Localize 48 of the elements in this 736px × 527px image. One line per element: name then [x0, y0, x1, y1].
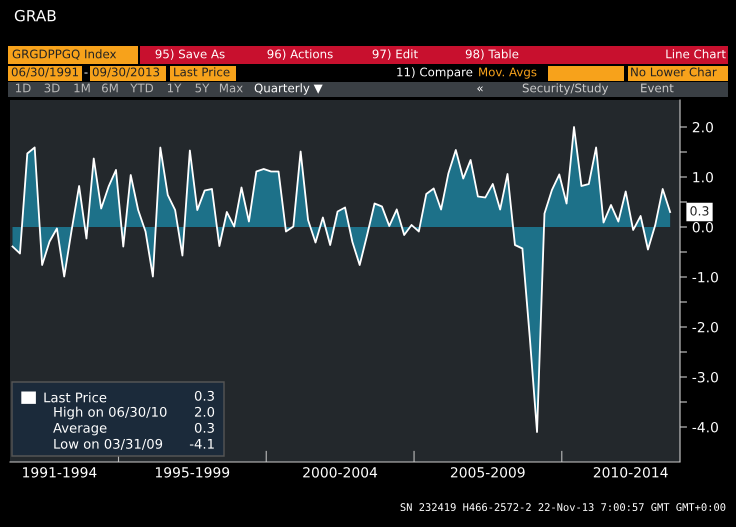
y-tick-label: -2.0 [692, 322, 718, 332]
text: YTD [130, 84, 154, 92]
x-tick-label: 1995-1999 [156, 467, 230, 478]
text: No Lower Char [631, 67, 717, 76]
text: 5Y [196, 84, 210, 92]
y-tick-label: 1.0 [693, 172, 713, 182]
text: 6M [102, 83, 118, 92]
text: SN 232419 H466-2572-2 22-Nov-13 7:00:57 GMT GMT+0:00 [400, 503, 726, 512]
text: 97) Edit [372, 49, 418, 60]
text: Mov. Avgs [479, 68, 536, 79]
text: Quarterly ▼ [254, 83, 323, 95]
text: 1D [16, 84, 31, 92]
text: 1Y [168, 84, 182, 92]
annotation: 0.3 [194, 422, 214, 433]
chart-title: GRAB [14, 10, 56, 22]
y-tick-label: -3.0 [692, 372, 718, 382]
text: 06/30/1991 [12, 67, 78, 78]
y-tick-label: -4.0 [692, 422, 718, 432]
x-tick-label: 2000-2004 [303, 467, 378, 478]
annotation: 2.0 [194, 406, 214, 417]
legend-label: Last Price [44, 392, 106, 402]
y-tick-label: 0.0 [692, 222, 713, 232]
text: Security/Study [522, 83, 608, 95]
data-label: 0.3 [690, 206, 708, 216]
text: 96) Actions [267, 49, 333, 60]
text: Event [641, 84, 674, 92]
x-tick-label: 2010-2014 [594, 467, 668, 478]
text: GRGDPPGQ Index [12, 49, 116, 60]
text: Last Price [174, 67, 230, 76]
text: « [477, 86, 483, 92]
x-tick-label: 2005-2009 [450, 467, 525, 478]
y-tick-label: 2.0 [692, 122, 713, 132]
text: - [84, 72, 88, 74]
y-tick-label: -1.0 [692, 272, 718, 282]
text: Max [220, 84, 243, 92]
annotation: 0.3 [194, 390, 214, 401]
x-tick-label: 1991-1994 [23, 467, 97, 478]
text: 09/30/2013 [92, 67, 160, 78]
annotation: Low on 03/31/09 [54, 438, 162, 450]
text: 98) Table [466, 49, 518, 60]
annotation: High on 06/30/10 [54, 406, 167, 420]
text: 11) Compare [397, 67, 472, 79]
text: Line Chart [666, 49, 726, 58]
annotation: -4.1 [190, 439, 214, 449]
text: 1M [74, 84, 90, 92]
text: 95) Save As [156, 49, 225, 60]
text: 3D [44, 83, 60, 92]
annotation: Average [53, 423, 106, 436]
